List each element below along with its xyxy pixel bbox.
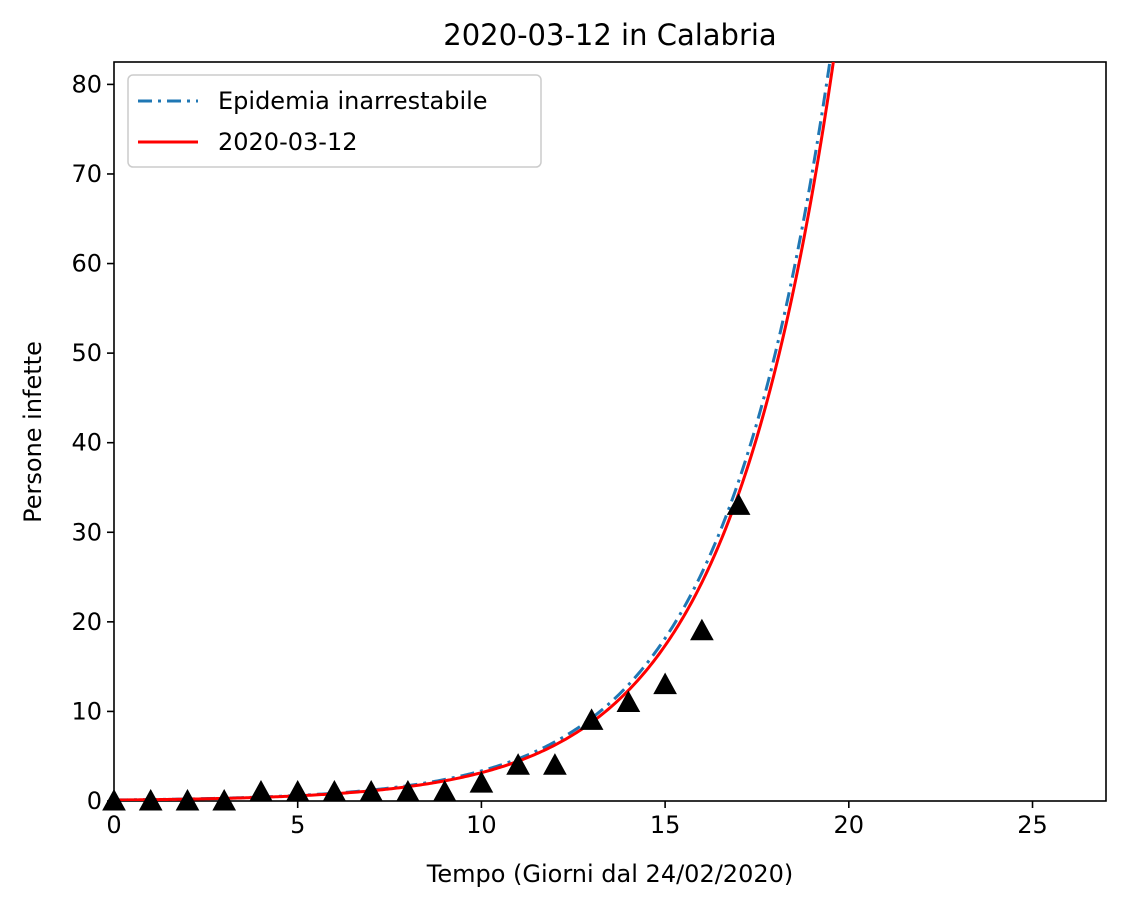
data-point-marker — [396, 779, 420, 802]
axes-frame — [113, 61, 1107, 802]
data-point-marker — [138, 788, 163, 811]
x-tick-label: 10 — [466, 811, 497, 839]
data-point-marker — [322, 779, 347, 802]
data-point-marker — [543, 753, 567, 775]
data-point-marker — [616, 690, 641, 712]
data-point-marker — [690, 618, 714, 641]
data-point-marker — [579, 708, 604, 730]
data-point-marker — [359, 779, 384, 802]
legend-label: 2020-03-12 — [218, 128, 357, 156]
data-point-marker — [249, 779, 273, 802]
x-tick-label: 0 — [106, 811, 121, 839]
y-tick-label: 0 — [87, 787, 102, 815]
plot-area: 0 5 10 15 20 25 0 10 20 30 40 50 60 70 80 Epidemia inar… — [71, 61, 1107, 839]
y-tick-label: 60 — [71, 250, 102, 278]
curves-group — [114, 62, 835, 801]
y-tick-label: 40 — [71, 429, 102, 457]
x-tick-label: 5 — [290, 811, 305, 839]
x-tick-label: 15 — [650, 811, 681, 839]
x-axis-label: Tempo (Giorni dal 24/02/2020) — [426, 860, 793, 888]
y-tick-label: 50 — [71, 339, 102, 367]
y-tick-label: 10 — [71, 697, 102, 725]
legend: Epidemia inarrestabile 2020-03-12 — [127, 74, 542, 168]
series-line-2020-03-12 — [114, 62, 835, 801]
y-tick-label: 30 — [71, 518, 102, 546]
legend-box — [127, 74, 542, 168]
data-point-marker — [102, 788, 126, 811]
y-axis-label: Persone infette — [19, 341, 47, 523]
data-point-marker — [432, 779, 457, 802]
data-point-marker — [726, 493, 751, 515]
legend-label: Epidemia inarrestabile — [218, 87, 488, 115]
data-point-marker — [285, 779, 310, 802]
data-point-marker — [653, 672, 677, 695]
data-point-marker — [175, 788, 200, 811]
y-tick-label: 80 — [71, 70, 102, 98]
data-point-marker — [212, 788, 237, 811]
y-tick-label: 70 — [71, 160, 102, 188]
chart-title: 2020-03-12 in Calabria — [443, 18, 776, 52]
y-tick-label: 20 — [71, 608, 102, 636]
data-point-marker — [469, 771, 494, 793]
x-tick-label: 20 — [834, 811, 865, 839]
x-tick-label: 25 — [1017, 811, 1048, 839]
data-point-marker — [506, 753, 530, 775]
